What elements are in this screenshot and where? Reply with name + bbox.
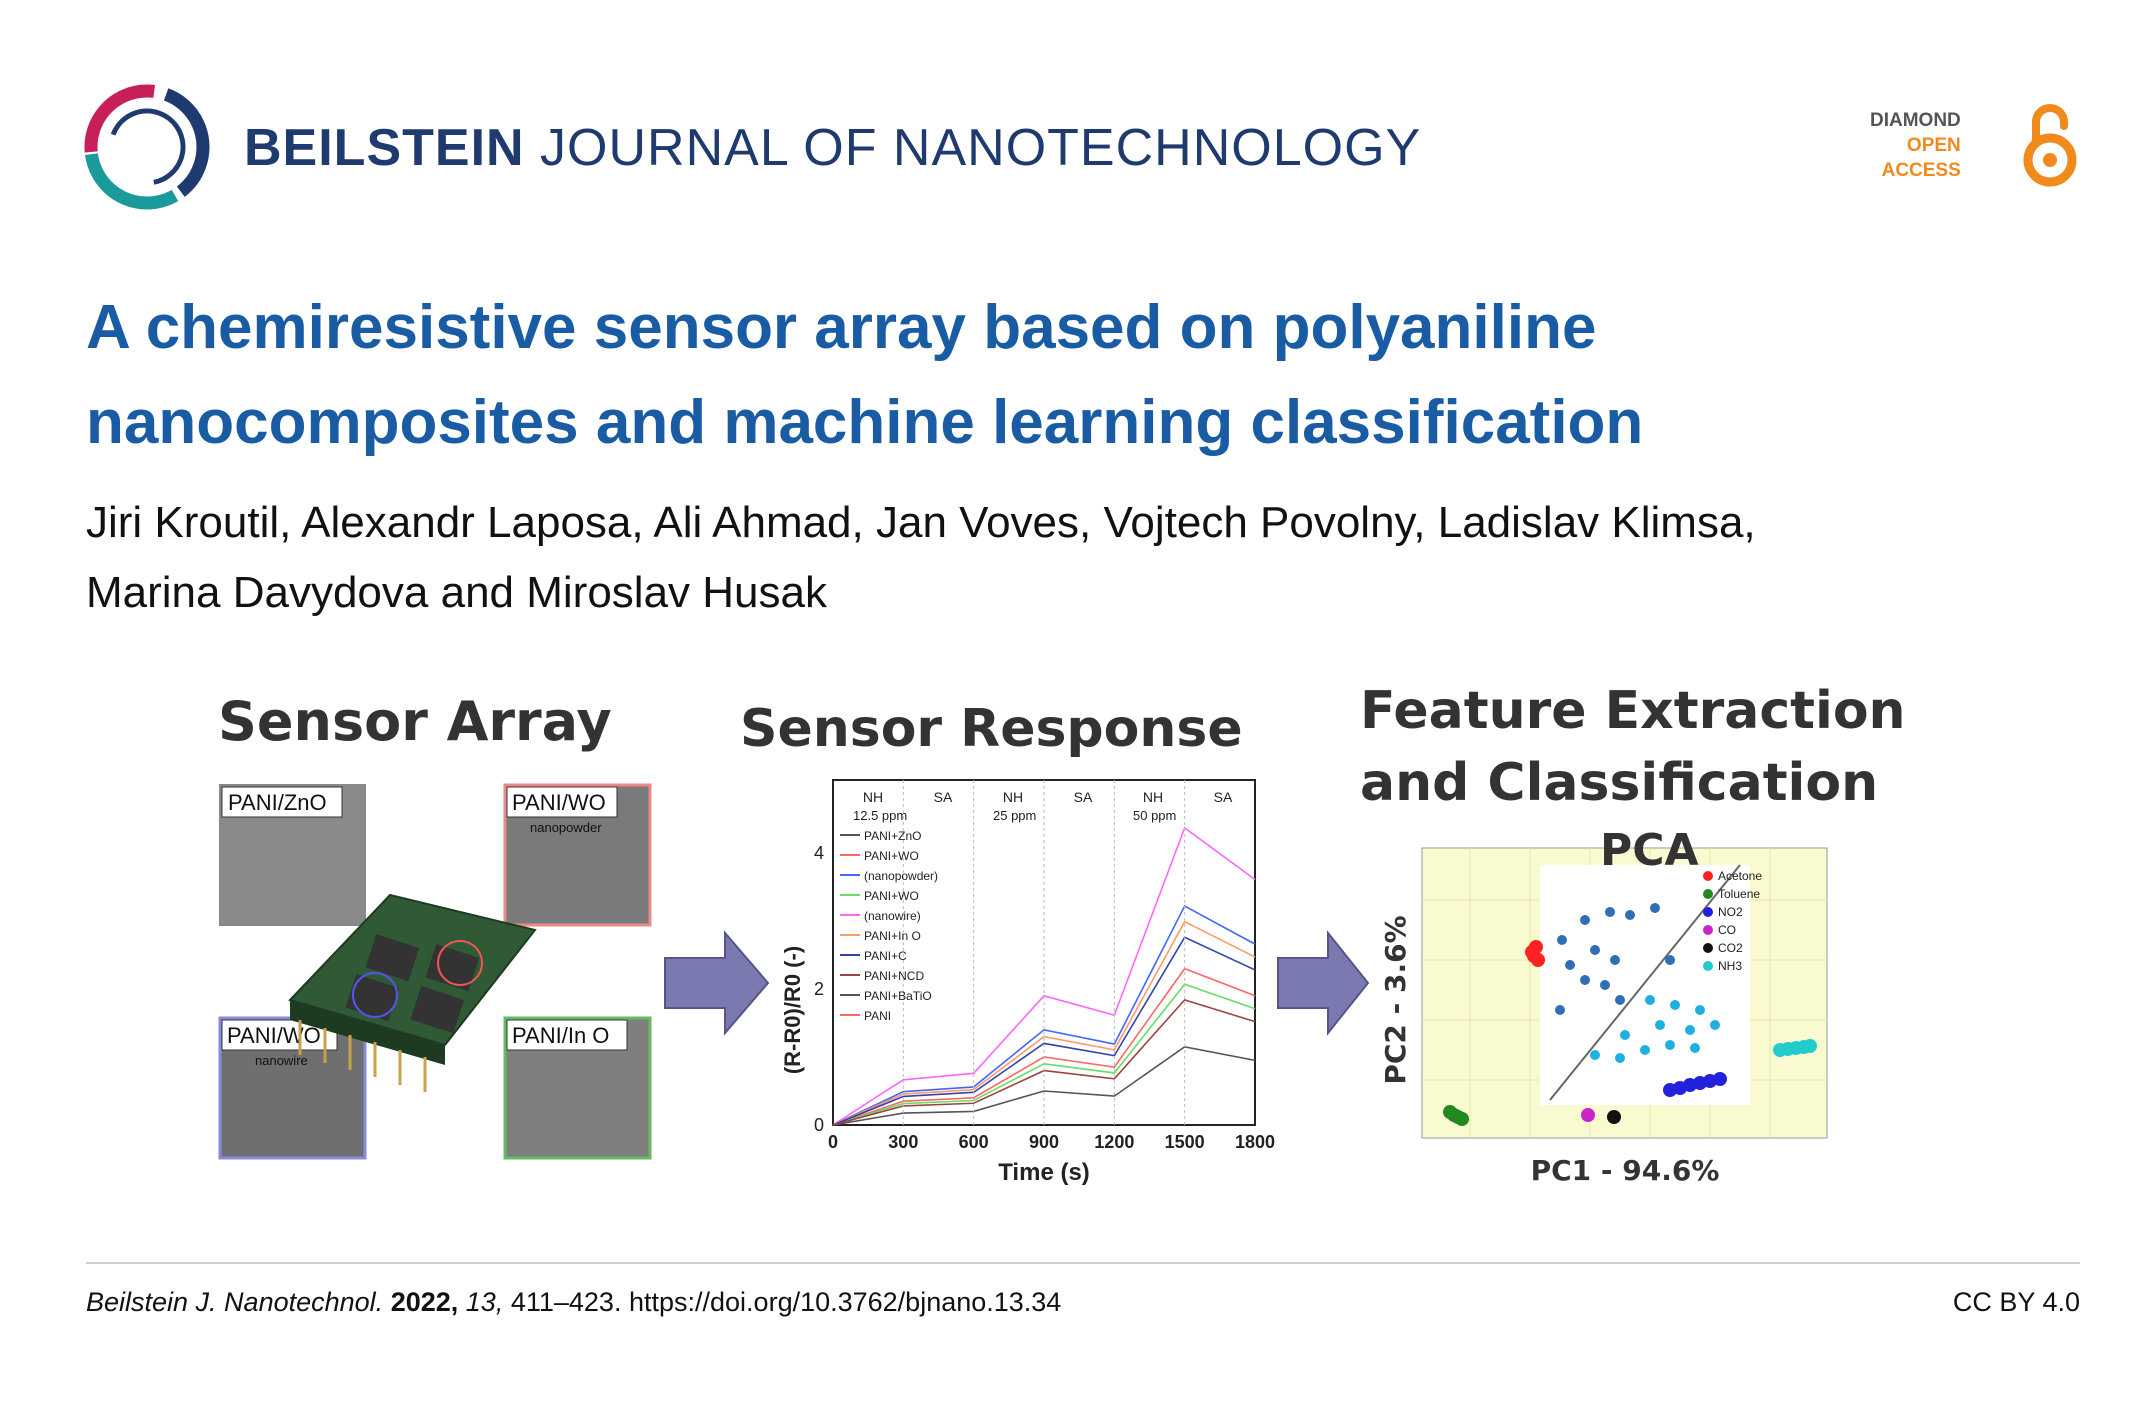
response-legend-entry: PANI+WO — [864, 849, 919, 863]
article-title: A chemiresistive sensor array based on p… — [86, 293, 1644, 457]
citation: Beilstein J. Nanotechnol. 2022, 13, 411–… — [86, 1287, 1061, 1318]
panel-feature-extraction: Feature Extraction and Classification PC… — [1360, 681, 1906, 1187]
journal-name-bold: BEILSTEIN — [244, 119, 525, 177]
response-legend-entry: PANI — [864, 1009, 891, 1023]
response-legend-entry: PANI+NCD — [864, 969, 924, 983]
oa-line-access: ACCESS — [1881, 160, 1961, 181]
response-legend-entry: PANI+ZnO — [864, 829, 921, 843]
sensor-array-heading: Sensor Array — [218, 690, 612, 753]
response-ylabel: (R-R0)/R0 (-) — [780, 946, 805, 1074]
pca-point — [1455, 1112, 1469, 1126]
response-xtick: 0 — [828, 1132, 838, 1152]
response-legend-entry: (nanopowder) — [864, 869, 938, 883]
response-xtick: 1200 — [1094, 1132, 1134, 1152]
pca-point — [1607, 1110, 1621, 1124]
oa-line-open: OPEN — [1906, 135, 1961, 156]
pca-label: PCA — [1600, 825, 1699, 876]
response-legend-entry: (nanowire) — [864, 909, 921, 923]
pca-legend-entry: Toluene — [1718, 887, 1760, 901]
response-ytick: 0 — [814, 1115, 824, 1135]
response-conc-label: 25 ppm — [993, 808, 1036, 823]
response-plot-area — [832, 779, 1256, 1126]
pca-points — [1443, 903, 1817, 1126]
oa-line-diamond: DIAMOND — [1870, 110, 1961, 131]
diamond-open-access-badge: DIAMOND OPEN ACCESS — [1870, 108, 1961, 183]
response-phase-label: NH — [1143, 789, 1163, 805]
pca-ylabel: PC2 - 3.6% — [1379, 915, 1412, 1084]
response-ytick: 4 — [814, 843, 824, 863]
pca-legend-entry: NH3 — [1718, 959, 1742, 973]
response-legend-entry: PANI+BaTiO — [864, 989, 932, 1003]
response-conc-label: 50 ppm — [1133, 808, 1176, 823]
author-list: Jiri Kroutil, Alexandr Laposa, Ali Ahmad… — [86, 488, 2066, 628]
graphical-abstract: Sensor Array PANI/ZnO PANI/WO nanopowder… — [218, 681, 1906, 1187]
open-access-lock-icon — [2023, 104, 2077, 187]
authors-line-2: Marina Davydova and Miroslav Husak — [86, 568, 827, 617]
response-phase-label: SA — [934, 789, 953, 805]
citation-pages: 411–423. — [510, 1287, 622, 1317]
citation-year: 2022, — [390, 1287, 459, 1317]
label-nanowire: nanowire — [255, 1053, 308, 1068]
response-legend-entry: PANI+C — [864, 949, 907, 963]
journal-name-light: JOURNAL OF NANOTECHNOLOGY — [540, 119, 1422, 177]
response-xtick: 1500 — [1165, 1132, 1205, 1152]
citation-doi-link[interactable]: https://doi.org/10.3762/bjnano.13.34 — [628, 1287, 1062, 1317]
label-pani-in2o3: PANI/In O — [512, 1023, 609, 1048]
footer-divider — [86, 1262, 2080, 1264]
response-xtick: 1800 — [1235, 1132, 1275, 1152]
response-phase-label: SA — [1214, 789, 1233, 805]
label-nanopowder: nanopowder — [530, 820, 602, 835]
response-xlabel: Time (s) — [998, 1159, 1090, 1186]
label-pani-wo3-nw: PANI/WO — [227, 1023, 321, 1048]
response-legend-entry: PANI+In O — [864, 929, 921, 943]
label-pani-wo3-np: PANI/WO — [512, 790, 606, 815]
response-phase-label: NH — [863, 789, 883, 805]
pca-legend-entry: Acetone — [1718, 869, 1762, 883]
pca-legend-entry: CO — [1718, 923, 1736, 937]
response-legend-entry: PANI+WO — [864, 889, 919, 903]
authors-line-1: Jiri Kroutil, Alexandr Laposa, Ali Ahmad… — [86, 498, 1756, 547]
pca-xlabel: PC1 - 94.6% — [1531, 1154, 1720, 1187]
response-xtick: 600 — [959, 1132, 989, 1152]
pca-point — [1803, 1039, 1817, 1053]
response-phase-label: SA — [1074, 789, 1093, 805]
response-ytick: 2 — [814, 979, 824, 999]
panel-sensor-response: Sensor Response 0 300 600 900 1200 1500 1800 0… — [740, 699, 1275, 1186]
response-conc-label: 12.5 ppm — [853, 808, 907, 823]
citation-volume: 13, — [465, 1287, 504, 1317]
pca-point — [1713, 1072, 1727, 1086]
journal-name[interactable]: BEILSTEIN JOURNAL OF NANOTECHNOLOGY — [244, 118, 1421, 178]
feature-heading-line1: Feature Extraction — [1360, 681, 1906, 741]
sensor-response-heading: Sensor Response — [740, 699, 1243, 759]
pca-point — [1581, 1108, 1595, 1122]
panel-sensor-array: Sensor Array PANI/ZnO PANI/WO nanopowder… — [218, 690, 652, 1160]
label-pani-zno: PANI/ZnO — [228, 790, 327, 815]
response-phase-label: NH — [1003, 789, 1023, 805]
citation-journal: Beilstein J. Nanotechnol. — [86, 1287, 384, 1317]
license-label[interactable]: CC BY 4.0 — [1952, 1287, 2080, 1317]
response-xtick: 300 — [888, 1132, 918, 1152]
feature-heading-line2: and Classification — [1360, 753, 1878, 813]
pca-legend-entry: CO2 — [1718, 941, 1743, 955]
pca-inset — [1540, 865, 1750, 1105]
pca-legend-entry: NO2 — [1718, 905, 1743, 919]
pca-point — [1527, 949, 1541, 963]
arrow-right-icon-2 — [1277, 930, 1370, 1036]
pca-legend: Acetone Toluene NO2 CO CO2 NH3 — [1703, 869, 1762, 973]
response-xtick: 900 — [1029, 1132, 1059, 1152]
journal-logo-icon — [84, 84, 210, 210]
arrow-right-icon — [664, 930, 770, 1036]
